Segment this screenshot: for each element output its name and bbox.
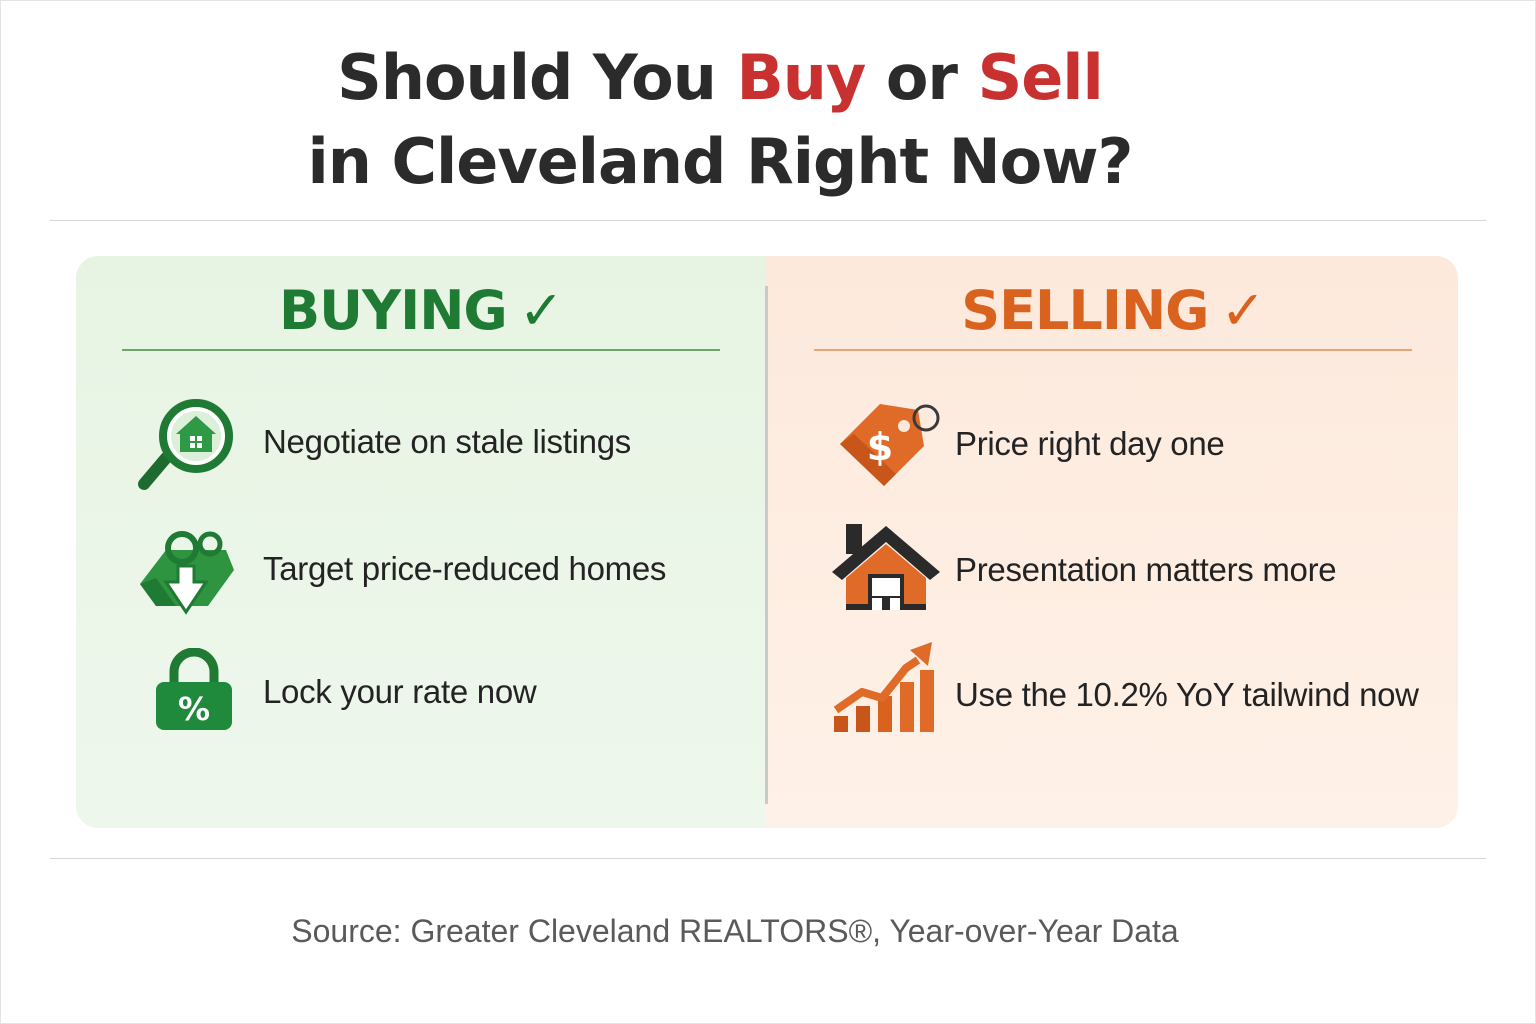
title-line-1: Should You Buy or Sell — [0, 36, 1440, 120]
title-line-2: in Cleveland Right Now? — [307, 125, 1134, 198]
column-divider — [765, 286, 768, 804]
selling-check-icon: ✓ — [1220, 279, 1265, 342]
dollar-price-tag-icon: $ — [840, 404, 940, 486]
selling-item-3: Use the 10.2% YoY tailwind now — [955, 676, 1419, 713]
buying-heading-text: BUYING — [279, 279, 508, 342]
bottom-divider — [50, 858, 1486, 859]
title-or-word: or — [865, 41, 978, 114]
buying-panel — [76, 256, 766, 828]
price-tag-down-arrow-icon — [140, 531, 234, 615]
selling-heading: SELLING ✓ — [814, 276, 1412, 346]
page-title: Should You Buy or Sell in Cleveland Righ… — [0, 36, 1440, 204]
house-icon — [832, 524, 940, 610]
svg-text:%: % — [178, 690, 210, 728]
top-divider — [50, 220, 1486, 221]
selling-item-1: Price right day one — [955, 425, 1225, 462]
title-text: Should You — [337, 41, 737, 114]
buying-item-3: Lock your rate now — [263, 673, 537, 710]
buying-check-icon: ✓ — [518, 279, 564, 342]
selling-item-2: Presentation matters more — [955, 551, 1337, 588]
buying-heading-rule — [122, 349, 720, 351]
selling-heading-rule — [814, 349, 1412, 351]
magnifier-house-icon — [138, 399, 233, 490]
buying-item-1: Negotiate on stale listings — [263, 423, 631, 460]
title-sell-word: Sell — [977, 41, 1104, 114]
title-buy-word: Buy — [736, 41, 866, 114]
svg-text:$: $ — [867, 425, 893, 469]
rising-bar-chart-arrow-icon — [833, 642, 934, 732]
selling-heading-text: SELLING — [961, 279, 1209, 342]
padlock-percent-icon: % — [156, 648, 232, 730]
buying-item-2: Target price-reduced homes — [263, 550, 667, 587]
source-caption: Source: Greater Cleveland REALTORS®, Yea… — [291, 913, 1179, 949]
buying-heading: BUYING ✓ — [122, 276, 720, 346]
